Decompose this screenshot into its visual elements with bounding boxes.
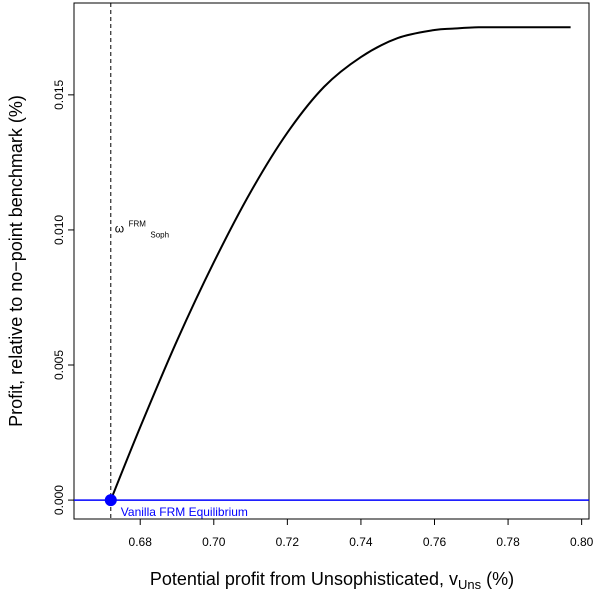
omega-annotation: ω FRM Soph (115, 214, 169, 240)
series-group (109, 26, 571, 501)
x-tick-label: 0.68 (129, 535, 153, 549)
x-tick-label: 0.74 (349, 535, 373, 549)
equilibrium-point (104, 494, 117, 507)
x-axis-title-subscript: Uns (458, 577, 482, 592)
x-axis: 0.68 0.70 0.72 0.74 0.76 0.78 0.80 (129, 519, 594, 549)
omega-symbol: ω (115, 222, 124, 236)
y-tick-label: 0.000 (52, 485, 66, 515)
y-axis-title: Profit, relative to no−point benchmark (… (6, 95, 26, 427)
x-tick-label: 0.76 (423, 535, 447, 549)
x-axis-title-suffix: (%) (481, 569, 514, 589)
plot-frame (73, 2, 590, 520)
omega-subscript: Soph (150, 231, 169, 240)
y-tick-label: 0.005 (52, 350, 66, 380)
x-axis-title: Potential profit from Unsophisticated, v… (150, 569, 514, 592)
x-axis-title-main: Potential profit from Unsophisticated, v (150, 569, 458, 589)
y-tick-label: 0.010 (52, 215, 66, 245)
x-tick-label: 0.78 (496, 535, 520, 549)
series-line (109, 26, 571, 501)
omega-superscript: FRM (129, 220, 147, 229)
equilibrium-label: Vanilla FRM Equilibrium (121, 505, 248, 519)
x-tick-label: 0.80 (570, 535, 594, 549)
x-tick-label: 0.70 (202, 535, 226, 549)
x-tick-label: 0.72 (276, 535, 300, 549)
y-tick-label: 0.015 (52, 80, 66, 110)
y-axis: 0.000 0.005 0.010 0.015 (52, 80, 74, 515)
